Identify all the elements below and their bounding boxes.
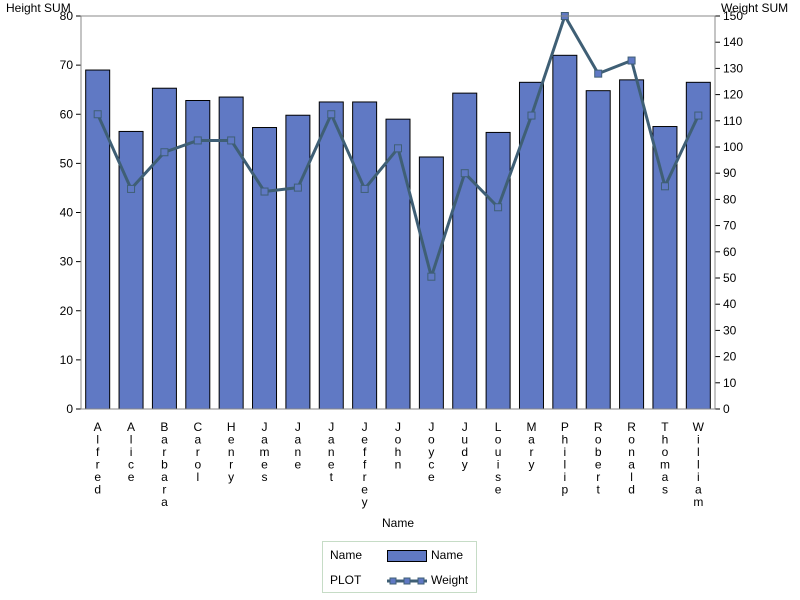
weight-point-barbara <box>160 148 169 157</box>
weight-point-judy <box>460 169 469 178</box>
bar-philip <box>552 54 578 410</box>
legend: Name Name PLOT Weight <box>322 541 477 593</box>
weight-point-henry <box>227 136 236 145</box>
legend-bar-swatch <box>387 550 427 562</box>
bar-robert <box>585 90 611 410</box>
right-axis-tick-label: 50 <box>723 271 737 285</box>
right-axis-tick-label: 30 <box>723 323 737 337</box>
bar-jeffrey <box>352 101 378 410</box>
weight-point-robert <box>594 69 603 78</box>
bar-joyce <box>418 156 444 410</box>
right-axis-tick-label: 130 <box>723 61 743 75</box>
weight-point-jane <box>293 183 302 192</box>
right-axis-tick-label: 60 <box>723 245 737 259</box>
left-axis-tick-label: 20 <box>60 304 74 318</box>
bar-barbara <box>151 87 177 410</box>
bar-mary <box>518 81 544 410</box>
weight-point-janet <box>327 110 336 119</box>
weight-point-john <box>394 144 402 153</box>
right-axis-tick-label: 110 <box>723 114 742 128</box>
weight-point-joyce <box>427 272 436 281</box>
bar-judy <box>452 92 478 410</box>
bar-henry <box>218 96 244 410</box>
right-axis-tick-label: 100 <box>723 140 743 154</box>
x-axis-title: Name <box>382 516 414 530</box>
weight-point-william <box>694 111 703 120</box>
bar-ronald <box>619 79 645 410</box>
right-axis-tick-label: 70 <box>723 219 737 233</box>
left-axis-tick-label: 50 <box>60 156 74 170</box>
legend-label-name: Name <box>330 548 363 562</box>
legend-row-bar: Name Name <box>323 548 478 564</box>
bar-series <box>85 54 711 410</box>
right-axis-tick-label: 20 <box>723 350 737 364</box>
left-axis-tick-label: 0 <box>66 402 73 416</box>
legend-row-line: PLOT Weight <box>323 573 478 589</box>
bar-jane <box>285 114 311 410</box>
left-axis: 0 10 20 30 40 50 60 70 80 <box>60 9 81 416</box>
right-axis-tick-label: 0 <box>723 402 730 416</box>
legend-entry-name: Name <box>431 548 464 562</box>
right-axis-tick-label: 150 <box>723 9 743 23</box>
left-axis-tick-label: 60 <box>60 107 74 121</box>
right-axis-tick-label: 40 <box>723 297 737 311</box>
right-axis-tick-label: 90 <box>723 166 737 180</box>
plot-frame <box>80 15 716 410</box>
bar-thomas <box>652 126 678 410</box>
right-axis-tick-label: 120 <box>723 88 743 102</box>
weight-point-thomas <box>660 182 669 191</box>
right-axis-title: Weight SUM <box>721 1 788 15</box>
weight-point-louise <box>494 203 503 212</box>
left-axis-tick-label: 30 <box>60 255 74 269</box>
legend-entry-weight: Weight <box>431 573 469 587</box>
bar-james <box>252 127 278 410</box>
weight-point-mary <box>527 111 536 120</box>
weight-point-alfred <box>93 110 102 119</box>
bar-alice <box>118 130 144 410</box>
weight-point-alice <box>127 184 136 193</box>
bar-louise <box>485 131 511 410</box>
right-axis: 0 10 20 30 40 50 60 70 80 90 100 110 120 130 140 150 <box>715 9 743 416</box>
left-axis-tick-label: 10 <box>60 353 74 367</box>
bar-carol <box>185 99 211 410</box>
right-axis-tick-label: 140 <box>723 35 743 49</box>
left-axis-title: Height SUM <box>6 1 71 15</box>
bar-alfred <box>85 69 111 410</box>
right-axis-tick-label: 80 <box>723 192 737 206</box>
legend-label-plot: PLOT <box>330 573 362 587</box>
bar-janet <box>318 101 344 410</box>
left-axis-tick-label: 40 <box>60 206 74 220</box>
weight-point-james <box>260 187 269 196</box>
weight-point-ronald <box>627 56 636 65</box>
legend-line-swatch <box>387 577 427 585</box>
left-axis-tick-label: 70 <box>60 58 74 72</box>
weight-point-carol <box>193 136 202 145</box>
bar-william <box>685 81 711 410</box>
weight-point-jeffrey <box>360 184 369 193</box>
bar-john <box>385 118 411 410</box>
left-axis-tick-label: 80 <box>60 9 74 23</box>
right-axis-tick-label: 10 <box>723 376 737 390</box>
